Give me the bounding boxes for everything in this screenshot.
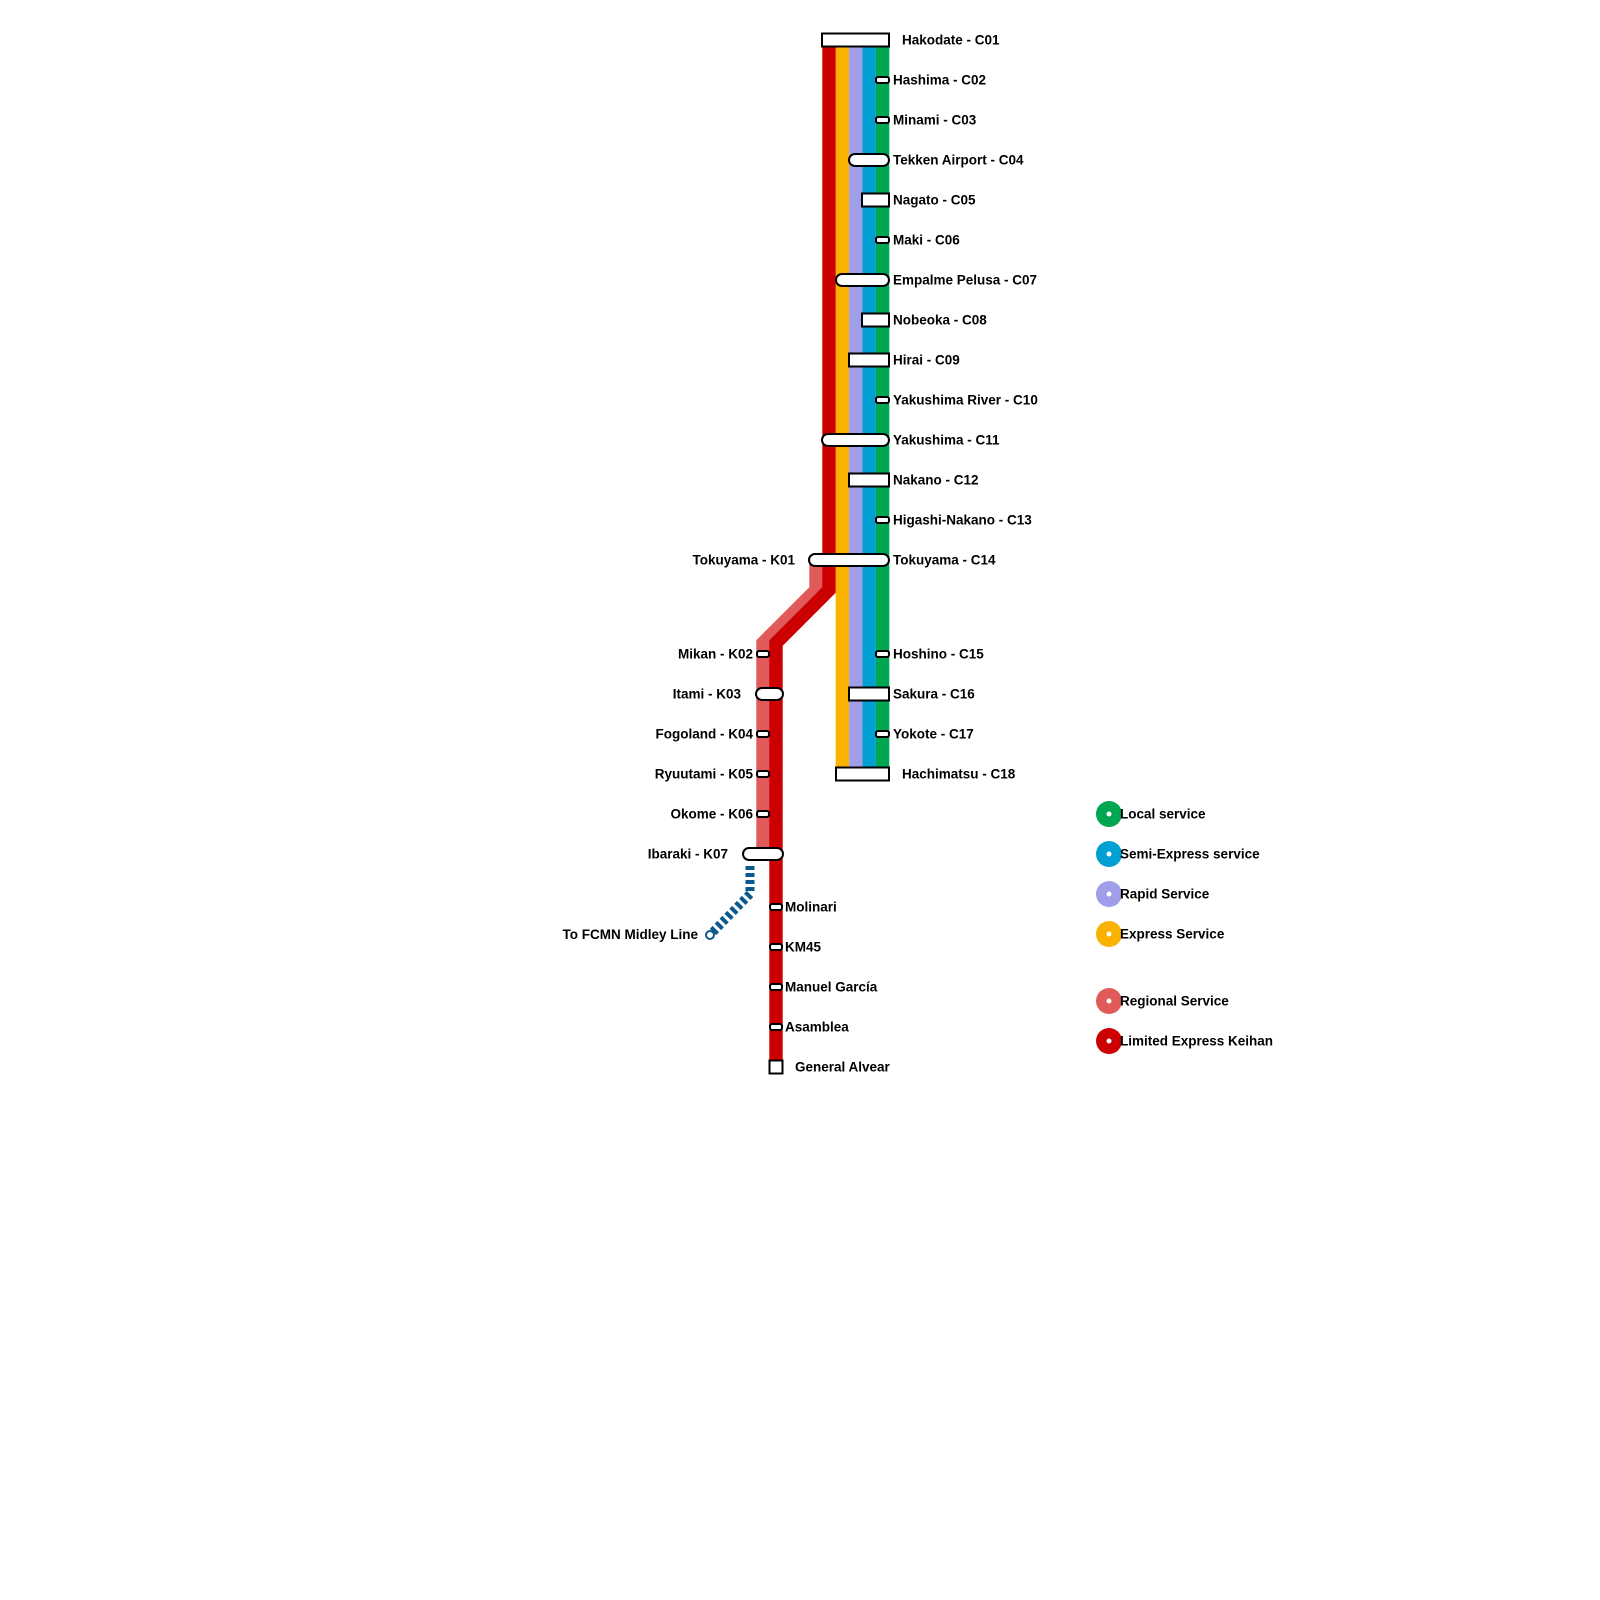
station-marker — [861, 312, 890, 328]
station-marker — [848, 352, 890, 368]
legend-label: Regional Service — [1120, 994, 1229, 1009]
station-marker — [756, 730, 770, 738]
station-label: General Alvear — [795, 1060, 891, 1075]
legend: Local service Semi-Express service Rapid S… — [1096, 801, 1273, 1054]
station-label: Mikan - K02 — [678, 647, 753, 662]
station-label: Tokuyama - C14 — [893, 553, 996, 568]
station-label: Molinari — [785, 900, 837, 915]
station-label: Okome - K06 — [670, 807, 753, 822]
station-label: Hakodate - C01 — [902, 33, 1000, 48]
station-marker — [756, 810, 770, 818]
station-marker — [769, 943, 783, 951]
station-label: Hachimatsu - C18 — [902, 767, 1016, 782]
legend-label: Local service — [1120, 807, 1206, 822]
station-marker — [769, 903, 783, 911]
legend-label: Semi-Express service — [1120, 847, 1260, 862]
legend-label: Express Service — [1120, 927, 1225, 942]
legend-swatch-dot — [1106, 998, 1112, 1004]
station-marker — [848, 686, 890, 702]
station-marker — [875, 236, 890, 244]
station-label: Higashi-Nakano - C13 — [893, 513, 1032, 528]
legend-swatch-dot — [1106, 891, 1112, 897]
station-marker — [821, 433, 890, 447]
legend-swatch-dot — [1106, 931, 1112, 937]
station-label: KM45 — [785, 940, 822, 955]
station-markers — [705, 32, 890, 1075]
station-label: Maki - C06 — [893, 233, 960, 248]
station-label: Empalme Pelusa - C07 — [893, 273, 1037, 288]
station-marker — [875, 650, 890, 658]
station-marker — [768, 1059, 784, 1075]
midley-line-end-marker — [705, 930, 715, 940]
station-marker — [861, 192, 890, 208]
midley-line-track — [706, 866, 755, 939]
station-marker — [756, 650, 770, 658]
station-label: Itami - K03 — [673, 687, 742, 702]
station-label: Yakushima - C11 — [893, 433, 1000, 448]
station-label: Manuel García — [785, 980, 878, 995]
station-label: Yakushima River - C10 — [893, 393, 1038, 408]
legend-swatch-dot — [1106, 851, 1112, 857]
station-label: Nakano - C12 — [893, 473, 979, 488]
station-label: Tekken Airport - C04 — [893, 153, 1024, 168]
station-label: Asamblea — [785, 1020, 849, 1035]
station-marker — [742, 847, 784, 861]
legend-label: Limited Express Keihan — [1120, 1034, 1273, 1049]
station-marker — [875, 76, 890, 84]
station-label: Minami - C03 — [893, 113, 977, 128]
station-marker — [755, 687, 784, 701]
station-marker — [835, 766, 890, 782]
station-label: Fogoland - K04 — [656, 727, 754, 742]
legend-swatch-dot — [1106, 1038, 1112, 1044]
station-marker — [769, 1023, 783, 1031]
station-label: Ryuutami - K05 — [655, 767, 754, 782]
station-label: Nagato - C05 — [893, 193, 976, 208]
station-marker — [821, 32, 890, 48]
station-label: Hoshino - C15 — [893, 647, 984, 662]
station-label: Hirai - C09 — [893, 353, 960, 368]
station-label: Ibaraki - K07 — [648, 847, 728, 862]
station-label: Nobeoka - C08 — [893, 313, 987, 328]
station-marker — [875, 116, 890, 124]
station-marker — [769, 983, 783, 991]
legend-label: Rapid Service — [1120, 887, 1210, 902]
station-marker — [875, 396, 890, 404]
station-labels: Hakodate - C01 Hashima - C02 Minami - C03 T… — [563, 33, 1038, 1075]
station-label: Sakura - C16 — [893, 687, 975, 702]
station-marker — [808, 553, 890, 567]
station-marker — [848, 472, 890, 488]
station-label: Hashima - C02 — [893, 73, 986, 88]
branch-label: To FCMN Midley Line — [563, 927, 699, 942]
station-marker — [875, 730, 890, 738]
legend-swatch-dot — [1106, 811, 1112, 817]
station-marker — [848, 153, 890, 167]
station-label: Tokuyama - K01 — [692, 553, 795, 568]
station-marker — [875, 516, 890, 524]
station-marker — [835, 273, 890, 287]
station-label: Yokote - C17 — [893, 727, 974, 742]
regional-service-track — [756, 560, 823, 858]
station-marker — [756, 770, 770, 778]
